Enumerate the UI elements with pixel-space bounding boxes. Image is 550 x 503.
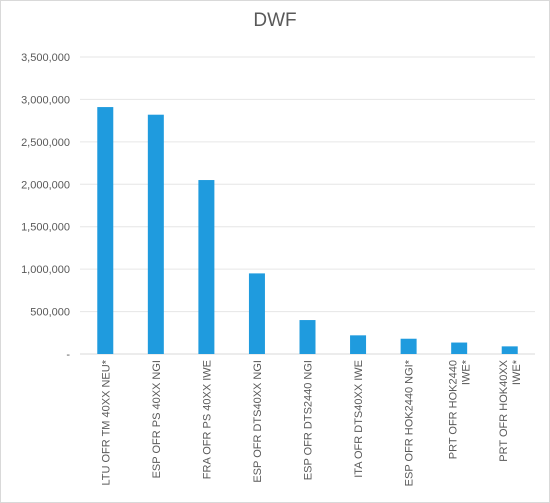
x-tick-label-line: ITA OFR DTS40XX IWE	[353, 360, 365, 478]
x-tick-label-0: LTU OFR TM 40XX NEU*	[100, 359, 112, 485]
y-tick-label-4: 2,000,000	[21, 179, 70, 191]
x-tick-label-line: PRT OFR HOK40XX	[498, 359, 510, 461]
x-tick-label-line: FRA OFR PS 40XX IWE	[201, 360, 213, 479]
x-tick-label-line: IWE*	[511, 359, 523, 385]
x-tick-label-6: ESP OFR HOK2440 NGI*	[404, 359, 416, 486]
bar-0	[97, 107, 114, 355]
x-tick-label-line: ESP OFR DTS40XX NGI	[252, 360, 264, 483]
y-tick-label-5: 2,500,000	[21, 137, 70, 149]
x-tick-label-8: PRT OFR HOK40XX IWE*	[498, 359, 523, 461]
y-tick-label-0: -	[66, 349, 70, 361]
bar-8	[501, 346, 518, 354]
x-tick-label-5: ITA OFR DTS40XX IWE	[353, 360, 365, 478]
bar-6	[400, 338, 417, 354]
bar-2	[198, 180, 215, 354]
y-tick-label-2: 1,000,000	[21, 264, 70, 276]
x-tick-label-line: ESP OFR DTS2440 NGI	[303, 360, 315, 480]
x-tick-label-2: FRA OFR PS 40XX IWE	[201, 360, 213, 479]
x-tick-label-line: PRT OFR HOK2440	[448, 360, 460, 459]
bar-3	[248, 273, 265, 354]
y-tick-label-1: 500,000	[30, 307, 70, 319]
x-tick-label-7: PRT OFR HOK2440 IWE*	[448, 359, 473, 459]
y-tick-label-6: 3,000,000	[21, 94, 70, 106]
y-tick-label-3: 1,500,000	[21, 222, 70, 234]
bar-7	[451, 342, 468, 354]
x-tick-label-4: ESP OFR DTS2440 NGI	[303, 360, 315, 480]
x-tick-label-line: ESP OFR HOK2440 NGI*	[404, 359, 416, 486]
bar-4	[299, 320, 316, 354]
y-tick-label-7: 3,500,000	[21, 52, 70, 64]
x-tick-label-line: IWE*	[461, 359, 473, 385]
x-tick-label-line: ESP OFR PS 40XX NGI	[151, 360, 163, 478]
x-tick-label-1: ESP OFR PS 40XX NGI	[151, 360, 163, 478]
chart-title: DWF	[253, 10, 297, 31]
x-tick-label-3: ESP OFR DTS40XX NGI	[252, 360, 264, 483]
bar-1	[147, 114, 164, 355]
bar-5	[350, 335, 367, 354]
x-tick-label-line: LTU OFR TM 40XX NEU*	[100, 359, 112, 485]
